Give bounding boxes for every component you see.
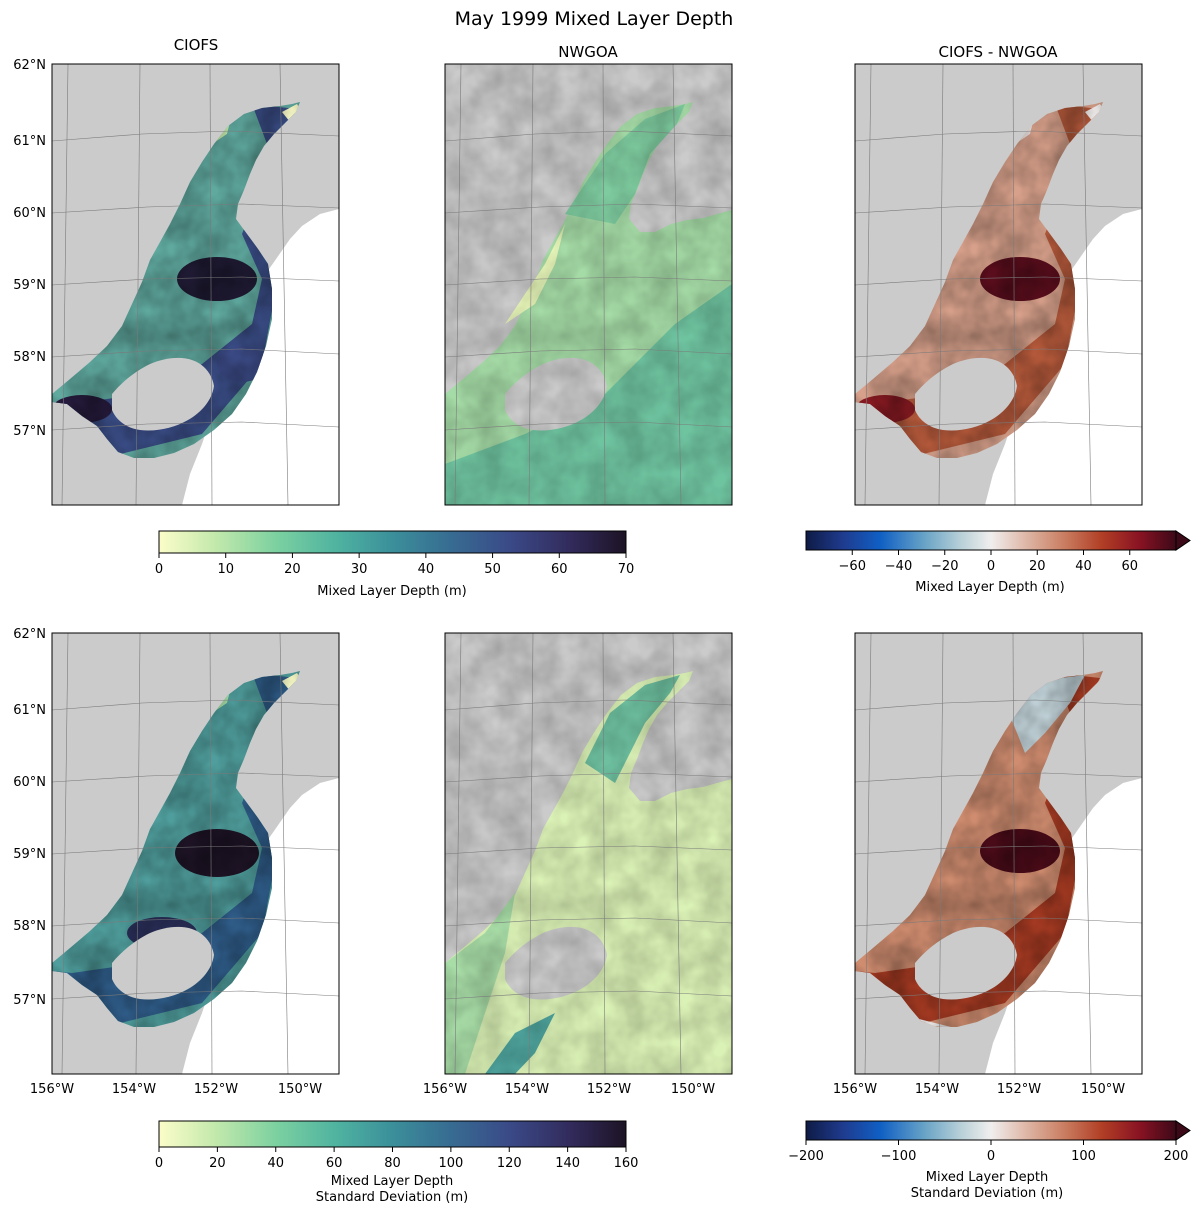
colorbar-mean-gradient bbox=[158, 530, 627, 554]
lat-tick-60n: 60°N bbox=[13, 775, 46, 790]
map-panel-ciofs-std bbox=[51, 632, 340, 1075]
std-diff-tick-label: 0 bbox=[987, 1149, 995, 1164]
map-panel-difference-mean bbox=[854, 63, 1143, 506]
map-panel-nwgoa-std bbox=[444, 632, 733, 1075]
column-title-ciofs: CIOFS bbox=[174, 36, 219, 54]
lat-tick-62n: 62°N bbox=[13, 627, 46, 642]
colorbar-std-label-line2: Standard Deviation (m) bbox=[316, 1190, 468, 1205]
colorbar-std-diff-gradient bbox=[805, 1120, 1177, 1141]
colorbar-mean-label: Mixed Layer Depth (m) bbox=[317, 584, 466, 599]
lat-tick-57n: 57°N bbox=[13, 424, 46, 439]
colorbar-std: 0 20 40 60 80 100 120 140 160 Mixed Layer Depth … bbox=[155, 1120, 639, 1205]
lon-tick-150w: 150°W bbox=[1081, 1082, 1125, 1097]
std-diff-tick-label: 200 bbox=[1164, 1149, 1189, 1164]
colorbar-std-diff-label-line1: Mixed Layer Depth bbox=[926, 1170, 1048, 1185]
std-tick-label: 80 bbox=[384, 1156, 401, 1171]
mean-diff-tick-label: 0 bbox=[987, 559, 995, 574]
std-diff-tick-label: −100 bbox=[881, 1149, 917, 1164]
mean-tick-label: 30 bbox=[351, 562, 368, 577]
column-title-difference: CIOFS - NWGOA bbox=[938, 43, 1058, 61]
colorbar-mean-diff: −60 −40 −20 0 20 40 60 Mixed Layer Depth (m) bbox=[805, 530, 1191, 595]
std-diff-tick-label: 100 bbox=[1071, 1149, 1096, 1164]
lon-axis-difference: 156°W 154°W 152°W 150°W bbox=[833, 1082, 1125, 1097]
colorbar-mean: 0 10 20 30 40 50 60 70 Mixed Layer Depth (m) bbox=[155, 530, 635, 599]
std-tick-label: 0 bbox=[155, 1156, 163, 1171]
std-tick-label: 100 bbox=[438, 1156, 463, 1171]
column-title-nwgoa: NWGOA bbox=[558, 43, 618, 61]
std-tick-label: 140 bbox=[555, 1156, 580, 1171]
mean-diff-tick-label: −40 bbox=[885, 559, 912, 574]
colorbar-std-diff: −200 −100 0 100 200 Mixed Layer Depth Standa… bbox=[788, 1120, 1191, 1201]
mean-tick-label: 0 bbox=[155, 562, 163, 577]
mean-diff-tick-label: −60 bbox=[839, 559, 866, 574]
std-tick-label: 60 bbox=[326, 1156, 343, 1171]
lon-tick-152w: 152°W bbox=[997, 1082, 1041, 1097]
colorbar-mean-diff-gradient bbox=[805, 530, 1177, 551]
mean-tick-label: 70 bbox=[618, 562, 635, 577]
lat-axis-row2: 62°N 61°N 60°N 59°N 58°N 57°N bbox=[13, 627, 46, 1008]
colorbar-mean-diff-extend-arrow bbox=[1175, 530, 1191, 551]
colorbar-mean-diff-label: Mixed Layer Depth (m) bbox=[915, 580, 1064, 595]
map-panel-nwgoa-mean bbox=[444, 63, 733, 506]
lat-tick-57n: 57°N bbox=[13, 993, 46, 1008]
lon-tick-154w: 154°W bbox=[915, 1082, 959, 1097]
lat-tick-59n: 59°N bbox=[13, 278, 46, 293]
lon-tick-154w: 154°W bbox=[505, 1082, 549, 1097]
colorbar-std-label-line1: Mixed Layer Depth bbox=[331, 1174, 453, 1189]
lon-tick-152w: 152°W bbox=[194, 1082, 238, 1097]
map-panel-ciofs-mean bbox=[51, 63, 340, 506]
colorbar-std-gradient bbox=[158, 1120, 627, 1148]
mean-diff-tick-label: 20 bbox=[1029, 559, 1046, 574]
std-tick-label: 20 bbox=[209, 1156, 226, 1171]
mean-diff-tick-label: −20 bbox=[931, 559, 958, 574]
mean-diff-tick-label: 40 bbox=[1075, 559, 1092, 574]
lat-tick-61n: 61°N bbox=[13, 134, 46, 149]
colorbar-std-diff-extend-arrow bbox=[1175, 1120, 1191, 1141]
lat-tick-61n: 61°N bbox=[13, 703, 46, 718]
mean-tick-label: 10 bbox=[217, 562, 234, 577]
lon-tick-156w: 156°W bbox=[423, 1082, 467, 1097]
map-panel-difference-std bbox=[854, 632, 1143, 1075]
mean-tick-label: 60 bbox=[551, 562, 568, 577]
lon-tick-150w: 150°W bbox=[278, 1082, 322, 1097]
lon-tick-152w: 152°W bbox=[587, 1082, 631, 1097]
mean-tick-label: 50 bbox=[484, 562, 501, 577]
lat-tick-62n: 62°N bbox=[13, 58, 46, 73]
colorbar-std-diff-label-line2: Standard Deviation (m) bbox=[911, 1186, 1063, 1201]
mean-tick-label: 20 bbox=[284, 562, 301, 577]
std-tick-label: 160 bbox=[614, 1156, 639, 1171]
lon-tick-150w: 150°W bbox=[671, 1082, 715, 1097]
std-tick-label: 120 bbox=[497, 1156, 522, 1171]
lon-axis-nwgoa: 156°W 154°W 152°W 150°W bbox=[423, 1082, 715, 1097]
lat-axis-row1: 62°N 61°N 60°N 59°N 58°N 57°N bbox=[13, 58, 46, 439]
mean-diff-tick-label: 60 bbox=[1121, 559, 1138, 574]
std-tick-label: 40 bbox=[267, 1156, 284, 1171]
mean-tick-label: 40 bbox=[418, 562, 435, 577]
figure-title: May 1999 Mixed Layer Depth bbox=[455, 8, 734, 30]
lat-tick-60n: 60°N bbox=[13, 206, 46, 221]
lat-tick-58n: 58°N bbox=[13, 919, 46, 934]
lon-axis-ciofs: 156°W 154°W 152°W 150°W bbox=[30, 1082, 322, 1097]
lon-tick-156w: 156°W bbox=[30, 1082, 74, 1097]
lon-tick-156w: 156°W bbox=[833, 1082, 877, 1097]
std-diff-tick-label: −200 bbox=[788, 1149, 824, 1164]
lon-tick-154w: 154°W bbox=[112, 1082, 156, 1097]
lat-tick-58n: 58°N bbox=[13, 350, 46, 365]
lat-tick-59n: 59°N bbox=[13, 847, 46, 862]
